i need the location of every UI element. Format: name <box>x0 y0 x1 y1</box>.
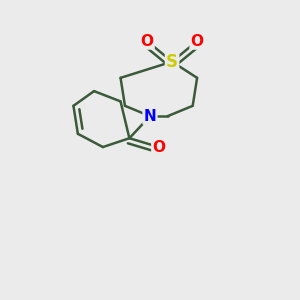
Text: O: O <box>190 34 204 49</box>
Text: S: S <box>166 53 178 71</box>
Text: O: O <box>141 34 154 49</box>
Text: O: O <box>152 140 165 154</box>
Text: N: N <box>144 109 156 124</box>
